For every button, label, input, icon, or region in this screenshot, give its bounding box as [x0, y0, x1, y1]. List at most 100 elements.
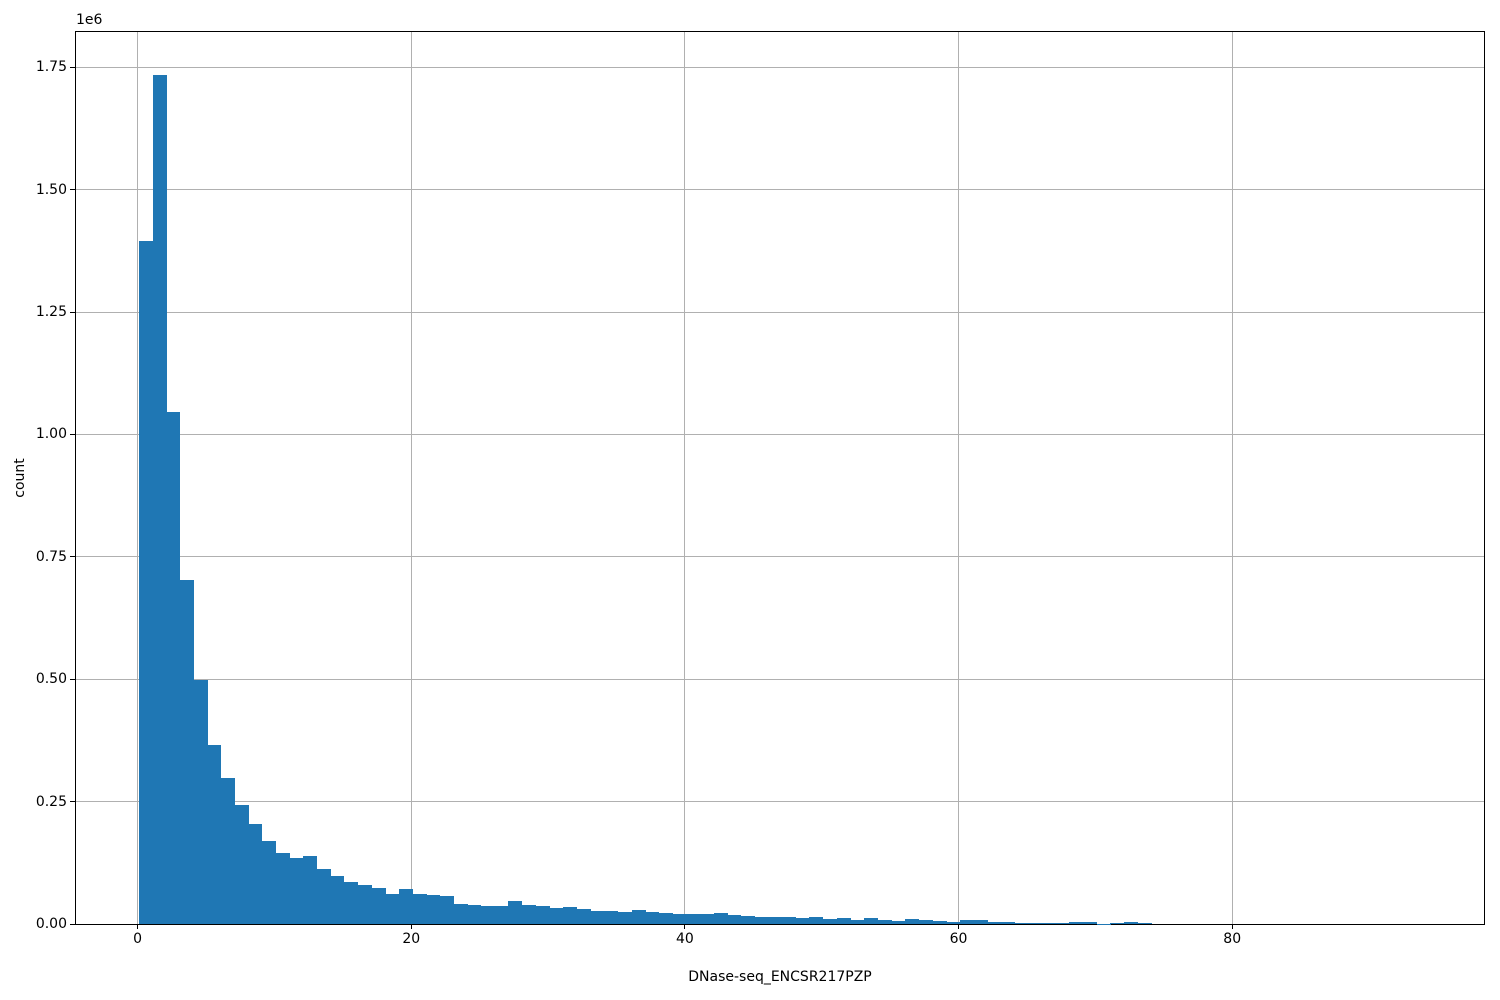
histogram-bar — [973, 920, 988, 924]
y-gridline — [76, 678, 1484, 680]
y-gridline — [76, 433, 1484, 435]
x-gridline — [684, 32, 686, 924]
y-gridline — [76, 556, 1484, 558]
histogram-bar — [727, 915, 742, 924]
histogram-bar — [563, 906, 578, 924]
histogram-bar — [631, 910, 646, 924]
histogram-bar — [248, 823, 263, 924]
histogram-bar — [1042, 923, 1056, 924]
histogram-bar — [357, 884, 372, 924]
x-tick-label: 40 — [675, 931, 694, 947]
histogram-bar — [303, 856, 318, 924]
histogram-bar — [207, 745, 222, 924]
histogram-bar — [179, 579, 194, 924]
histogram-bar — [864, 917, 879, 924]
histogram-bar — [823, 919, 838, 924]
y-tick-mark — [70, 189, 75, 191]
y-tick-label: 0.00 — [35, 916, 67, 932]
histogram-bar — [344, 881, 359, 924]
x-tick-mark — [684, 924, 686, 929]
histogram-bar — [1055, 923, 1070, 924]
histogram-bar — [713, 912, 728, 924]
histogram-bar — [385, 894, 400, 924]
y-tick-mark — [70, 678, 75, 680]
y-gridline — [76, 66, 1484, 68]
histogram-bar — [453, 903, 468, 924]
histogram-bar — [316, 868, 331, 924]
histogram-bar — [152, 74, 167, 924]
y-gridline — [76, 311, 1484, 313]
histogram-bar — [946, 921, 961, 924]
histogram-bar — [412, 893, 427, 924]
y-tick-label: 1.75 — [35, 59, 67, 76]
y-gridline — [76, 189, 1484, 191]
histogram-bar — [877, 920, 892, 924]
histogram-bar — [795, 918, 810, 924]
histogram-bar — [672, 914, 687, 924]
grid-layer — [76, 32, 1484, 924]
histogram-bar — [836, 917, 851, 924]
axis-layer: 0 20 40 60 80 0.00 0.25 0.50 0.75 1.00 1.25 1.50 1.7… — [36, 32, 1484, 946]
histogram-bar — [426, 895, 441, 924]
histogram-bar — [166, 412, 181, 924]
bars-layer — [76, 32, 1484, 924]
histogram-bar — [398, 889, 413, 924]
histogram-bar — [959, 919, 974, 924]
histogram-bar — [262, 840, 277, 924]
histogram-bar — [891, 920, 906, 924]
histogram-bar — [576, 909, 591, 924]
histogram-bar — [590, 911, 605, 924]
histogram-bar — [1083, 922, 1098, 924]
y-axis-offset-text: 1e6 — [76, 12, 103, 28]
histogram-bar — [987, 921, 1002, 924]
x-tick-mark — [958, 924, 960, 929]
x-axis-label: DNase-seq_ENCSR217PZP — [688, 969, 872, 985]
histogram-bar — [508, 901, 523, 924]
y-tick-label: 0.75 — [35, 548, 67, 565]
x-tick-mark — [410, 924, 412, 929]
histogram-bar — [645, 912, 660, 924]
histogram-bar — [905, 918, 920, 924]
x-tick-label: 0 — [133, 931, 143, 947]
histogram-bar — [522, 904, 537, 924]
histogram-bar — [658, 913, 673, 924]
histogram-bar — [494, 905, 509, 924]
y-axis-label: count — [12, 458, 28, 498]
x-gridline — [958, 32, 960, 924]
histogram-bar — [699, 913, 714, 924]
plot-area: 0 20 40 60 80 0.00 0.25 0.50 0.75 1.00 1.25 1.50 1.7… — [36, 31, 1485, 946]
histogram-bar — [138, 241, 153, 924]
histogram-bar — [932, 920, 947, 924]
histogram-bar — [754, 916, 769, 924]
y-gridline — [76, 801, 1484, 803]
histogram-bar — [221, 778, 235, 924]
y-tick-label: 0.25 — [35, 793, 67, 810]
y-tick-mark — [70, 801, 75, 803]
y-tick-label: 1.00 — [35, 426, 67, 443]
histogram-bar — [1028, 923, 1043, 924]
histogram-bar — [467, 905, 482, 924]
x-tick-label: 80 — [1223, 931, 1242, 947]
histogram-bar — [1014, 922, 1029, 924]
histogram-bar — [918, 920, 933, 924]
x-tick-mark — [1231, 924, 1233, 929]
x-tick-mark — [137, 924, 139, 929]
y-tick-label: 1.25 — [35, 304, 67, 321]
histogram-bar — [809, 917, 824, 924]
x-tick-label: 20 — [402, 931, 421, 947]
histogram-bar — [1110, 922, 1125, 924]
x-gridline — [410, 32, 412, 924]
histogram-bar — [193, 680, 208, 924]
histogram-bar — [768, 917, 783, 924]
histogram-bar — [481, 905, 495, 924]
histogram-bar — [741, 916, 755, 924]
y-tick-mark — [70, 433, 75, 435]
histogram-bar — [535, 906, 550, 924]
histogram-bar — [617, 912, 632, 924]
histogram-bar — [549, 908, 564, 924]
y-tick-mark — [70, 556, 75, 558]
histogram-bar — [1069, 922, 1084, 924]
histogram-bar — [1137, 922, 1152, 924]
histogram-bar — [289, 858, 304, 924]
